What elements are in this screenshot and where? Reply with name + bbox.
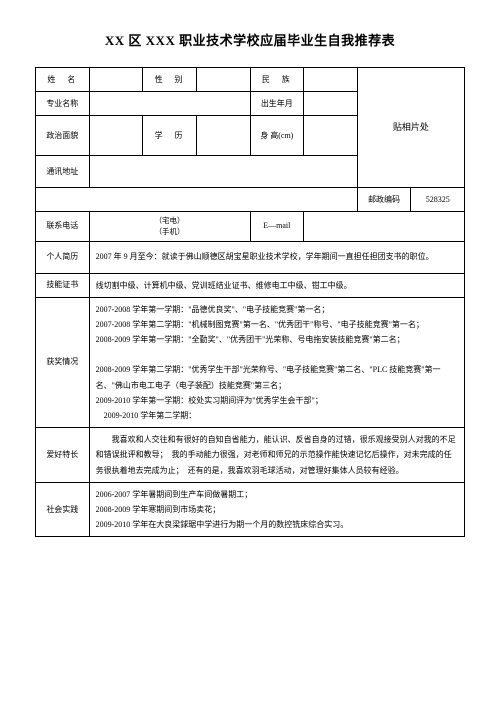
label-practice: 社会实践 xyxy=(36,482,90,537)
label-birth: 出生年月 xyxy=(250,92,304,116)
label-hobby: 爱好特长 xyxy=(36,428,90,483)
label-height: 身 高(cm) xyxy=(250,116,304,156)
val-political xyxy=(89,116,143,156)
label-zip: 邮政编码 xyxy=(357,188,411,212)
label-ethnic: 民 族 xyxy=(250,68,304,92)
label-resume: 个人简历 xyxy=(36,241,90,273)
val-practice: 2006-2007 学年暑期间到生产车间做暑期工； 2008-2009 学年寒期… xyxy=(89,482,464,537)
val-phone: （宅电） （手机） xyxy=(89,212,250,242)
val-awards: 2007-2008 学年第一学期："品德优良奖"、"电子技能竞赛"第一名； 20… xyxy=(89,297,464,428)
val-addr2 xyxy=(36,188,358,212)
val-resume: 2007 年 9 月至今：就读于佛山顺德区胡宝星职业技术学校，学年期间一直担任担… xyxy=(89,241,464,273)
val-addr xyxy=(89,156,357,188)
label-political: 政治面貌 xyxy=(36,116,90,156)
val-ethnic xyxy=(304,68,358,92)
label-phone: 联系电话 xyxy=(36,212,90,242)
photo-area: 贴相片处 xyxy=(357,68,464,188)
label-name: 姓 名 xyxy=(36,68,90,92)
val-height xyxy=(304,116,358,156)
val-major xyxy=(89,92,250,116)
label-major: 专业名称 xyxy=(36,92,90,116)
val-gender xyxy=(196,68,250,92)
val-cert: 线切割中级、计算机中级、党训班结业证书、维修电工中级、钳工中级。 xyxy=(89,273,464,297)
label-edu: 学 历 xyxy=(143,116,197,156)
label-gender: 性 别 xyxy=(143,68,197,92)
val-edu xyxy=(196,116,250,156)
val-zip: 528325 xyxy=(411,188,465,212)
form-table: 姓 名 性 别 民 族 贴相片处 专业名称 出生年月 政治面貌 学 历 身 高(… xyxy=(35,67,465,537)
label-cert: 技能证书 xyxy=(36,273,90,297)
label-addr: 通讯地址 xyxy=(36,156,90,188)
val-email xyxy=(304,212,465,242)
val-name xyxy=(89,68,143,92)
val-hobby: 我喜欢和人交往和有很好的自知自省能力，能认识、反省自身的过错，很乐观接受别人对我… xyxy=(89,428,464,483)
page-title: XX 区 XXX 职业技术学校应届毕业生自我推荐表 xyxy=(35,30,465,49)
label-awards: 获奖情况 xyxy=(36,297,90,428)
val-birth xyxy=(304,92,358,116)
label-email: E—mail xyxy=(250,212,304,242)
